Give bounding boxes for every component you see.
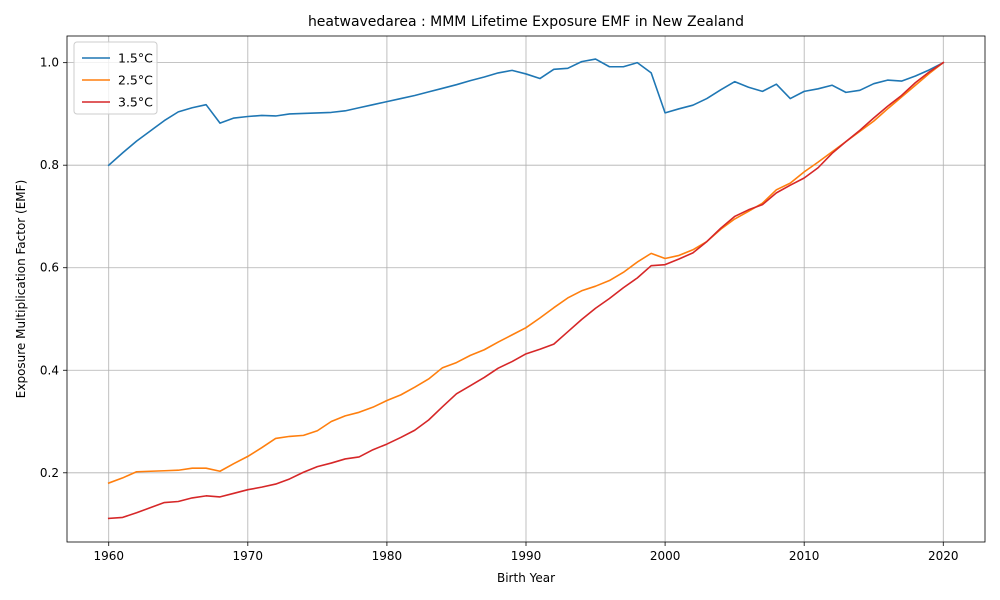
x-tick-label: 1990 xyxy=(511,549,542,563)
x-axis-title: Birth Year xyxy=(497,571,555,585)
x-axis-ticks: 1960 1970 1980 1990 2000 2010 2020 xyxy=(93,542,959,563)
x-tick-label: 1970 xyxy=(233,549,264,563)
chart-title: heatwavedarea : MMM Lifetime Exposure EM… xyxy=(308,14,744,30)
legend: 1.5°C 2.5°C 3.5°C xyxy=(73,41,158,115)
y-tick-label: 1.0 xyxy=(40,56,59,70)
legend-box xyxy=(73,41,158,115)
x-tick-label: 1960 xyxy=(93,549,124,563)
series-lines xyxy=(107,58,945,520)
series-line-3 xyxy=(107,61,945,520)
y-axis-title: Exposure Multiplication Factor (EMF) xyxy=(14,180,28,398)
y-tick-label: 0.8 xyxy=(40,158,59,172)
legend-label-2: 2.5°C xyxy=(118,73,153,88)
y-axis-ticks: 0.2 0.4 0.6 0.8 1.0 xyxy=(40,56,67,480)
series-line-2 xyxy=(107,61,945,485)
x-tick-label: 2010 xyxy=(789,549,820,563)
series-line-1 xyxy=(107,58,945,167)
y-tick-label: 0.2 xyxy=(40,466,59,480)
x-tick-label: 1980 xyxy=(372,549,403,563)
x-tick-label: 2020 xyxy=(928,549,959,563)
legend-label-3: 3.5°C xyxy=(118,95,153,110)
y-tick-label: 0.4 xyxy=(40,363,59,377)
legend-label-1: 1.5°C xyxy=(118,51,153,66)
y-tick-label: 0.6 xyxy=(40,261,59,275)
grid-lines xyxy=(67,36,985,542)
x-tick-label: 2000 xyxy=(650,549,681,563)
